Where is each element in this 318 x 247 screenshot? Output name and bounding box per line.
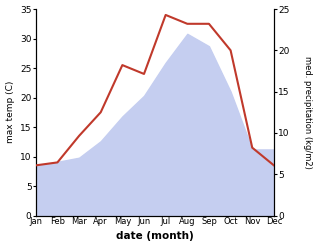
X-axis label: date (month): date (month) (116, 231, 194, 242)
Y-axis label: max temp (C): max temp (C) (5, 81, 15, 144)
Y-axis label: med. precipitation (kg/m2): med. precipitation (kg/m2) (303, 56, 313, 169)
